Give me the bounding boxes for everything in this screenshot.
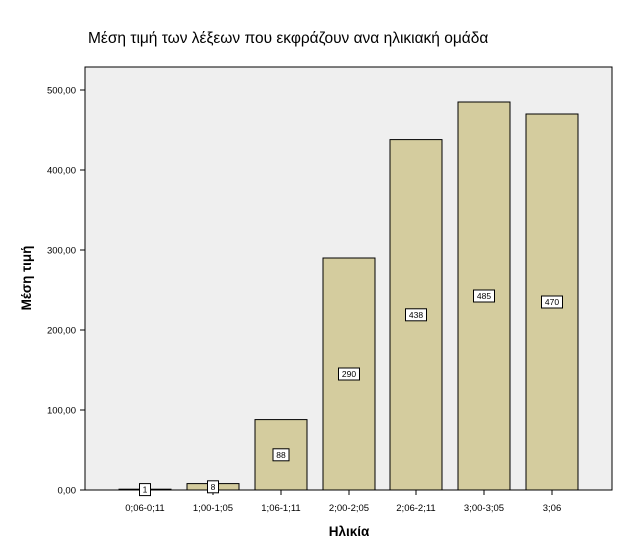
y-tick-label: 100,00 (47, 406, 76, 417)
x-tick-label: 0;06-0;11 (125, 503, 164, 514)
data-label-text: 1 (143, 485, 148, 495)
x-tick-label: 2;00-2;05 (329, 503, 369, 514)
y-tick-label: 500,00 (47, 86, 76, 97)
data-label-box (473, 289, 495, 303)
data-label-text: 470 (545, 297, 559, 307)
data-label-box (139, 483, 151, 497)
data-label: 438 (405, 308, 427, 322)
data-label: 470 (541, 295, 563, 309)
y-tick-label: 300,00 (47, 246, 76, 257)
data-label-text: 438 (409, 310, 423, 320)
data-label-box (272, 448, 290, 462)
data-label: 290 (338, 367, 360, 381)
data-label-text: 290 (342, 369, 356, 379)
y-axis: 0,00 100,00 200,00 300,00 400,00 500,00 (47, 86, 85, 497)
data-label-text: 8 (211, 482, 216, 492)
data-label-box (338, 367, 360, 381)
data-label: 88 (272, 448, 290, 462)
data-label: 8 (207, 480, 219, 494)
x-tick-label: 1;06-1;11 (261, 503, 300, 514)
x-tick-label: 3;06 (543, 503, 562, 514)
y-tick-label: 400,00 (47, 166, 76, 177)
data-label: 1 (139, 483, 151, 497)
x-tick-label: 1;00-1;05 (193, 503, 233, 514)
y-tick-label: 200,00 (47, 326, 76, 337)
y-tick-label: 0,00 (58, 486, 77, 497)
data-label-text: 485 (477, 291, 491, 301)
data-label-box (207, 480, 219, 494)
data-label-box (541, 295, 563, 309)
data-label: 485 (473, 289, 495, 303)
chart-title: Μέση τιμή των λέξεων που εκφράζουν ανα η… (88, 30, 489, 47)
data-label-box (405, 308, 427, 322)
y-axis-title: Μέση τιμή (19, 246, 34, 311)
data-label-text: 88 (276, 450, 286, 460)
x-tick-label: 2;06-2;11 (396, 503, 435, 514)
x-axis: 0;06-0;11 1;00-1;05 1;06-1;11 2;00-2;05 2;06… (85, 489, 612, 514)
x-tick-label: 3;00-3;05 (464, 503, 504, 514)
x-axis-title: Ηλικία (329, 524, 370, 539)
